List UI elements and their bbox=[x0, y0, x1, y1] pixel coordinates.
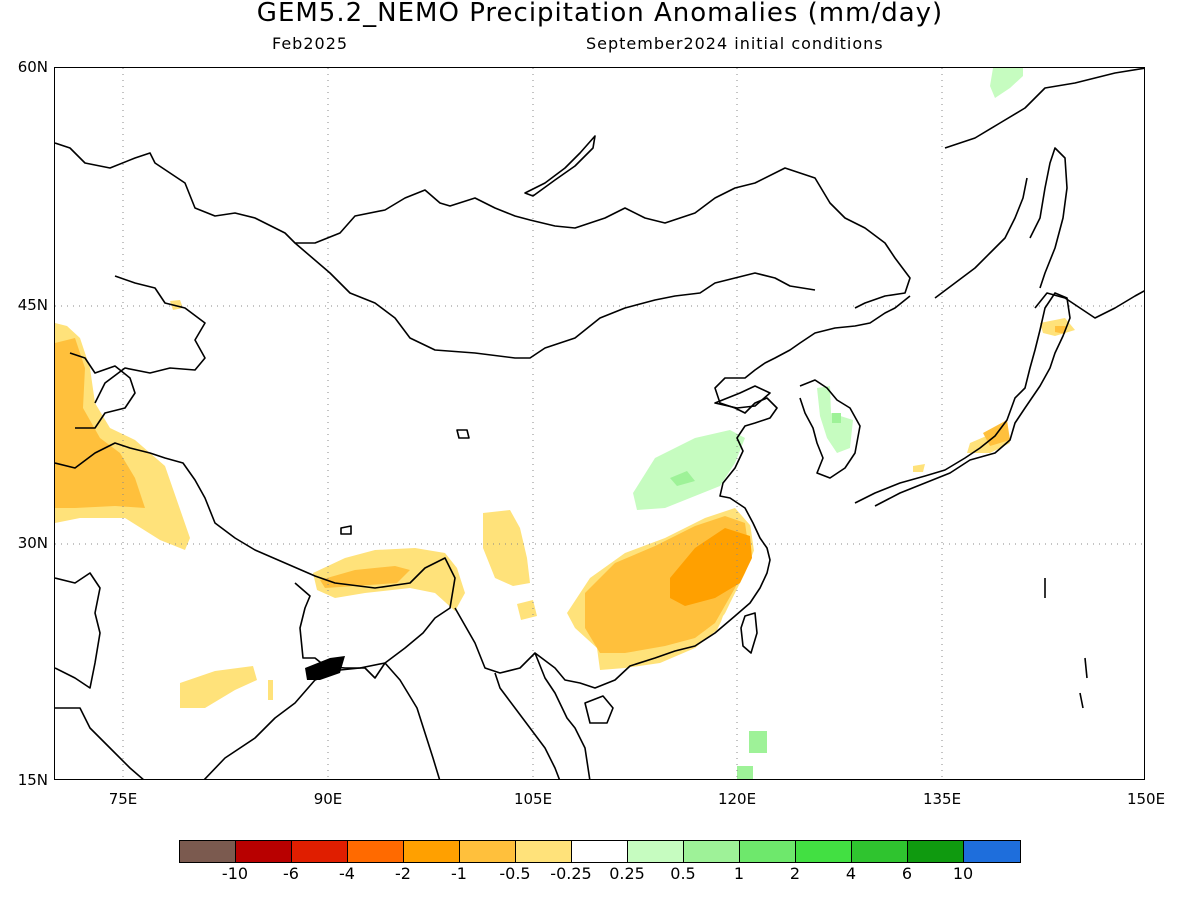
anomaly-wet-medium bbox=[670, 413, 841, 779]
colorbar-tick-label: 2 bbox=[789, 864, 801, 883]
colorbar-tick-label: -2 bbox=[395, 864, 411, 883]
colorbar-swatch bbox=[628, 841, 684, 862]
initial-conditions-label: September2024 initial conditions bbox=[586, 34, 884, 53]
colorbar-swatch bbox=[236, 841, 292, 862]
colorbar-tick-label: 4 bbox=[845, 864, 857, 883]
lat-label-30n: 30N bbox=[17, 534, 48, 552]
colorbar-tick-label: -10 bbox=[221, 864, 249, 883]
lon-label-105e: 105E bbox=[513, 790, 553, 808]
lon-label-120e: 120E bbox=[717, 790, 757, 808]
colorbar-tick-label: -1 bbox=[451, 864, 467, 883]
colorbar-swatch bbox=[908, 841, 964, 862]
colorbar-swatch bbox=[740, 841, 796, 862]
colorbar-swatch bbox=[180, 841, 236, 862]
colorbar-tick-label: -6 bbox=[283, 864, 299, 883]
coastal-mask bbox=[717, 523, 775, 633]
lon-label-150e: 150E bbox=[1126, 790, 1166, 808]
colorbar-tick-label: 0.25 bbox=[609, 864, 645, 883]
colorbar-swatch bbox=[292, 841, 348, 862]
colorbar-swatch bbox=[852, 841, 908, 862]
colorbar-tick-label: -4 bbox=[339, 864, 355, 883]
colorbar-swatch bbox=[572, 841, 628, 862]
colorbar-swatch bbox=[460, 841, 516, 862]
colorbar-tick-label: 0.5 bbox=[670, 864, 696, 883]
lat-label-15n: 15N bbox=[17, 771, 48, 789]
colorbar-swatch bbox=[348, 841, 404, 862]
forecast-month: Feb2025 bbox=[272, 34, 349, 53]
colorbar-tick-label: 10 bbox=[952, 864, 974, 883]
colorbar-swatch bbox=[684, 841, 740, 862]
coastlines-borders bbox=[55, 68, 1144, 779]
colorbar-swatch bbox=[964, 841, 1020, 862]
lat-label-45n: 45N bbox=[17, 296, 48, 314]
colorbar-tick-label: -0.5 bbox=[499, 864, 531, 883]
colorbar-swatch bbox=[516, 841, 572, 862]
lon-label-135e: 135E bbox=[922, 790, 962, 808]
map-title: GEM5.2_NEMO Precipitation Anomalies (mm/… bbox=[256, 0, 944, 28]
map-canvas bbox=[55, 68, 1144, 779]
lon-label-75e: 75E bbox=[108, 790, 138, 808]
lon-label-90e: 90E bbox=[313, 790, 343, 808]
colorbar-tick-label: 6 bbox=[901, 864, 913, 883]
colorbar-swatch bbox=[404, 841, 460, 862]
precipitation-map bbox=[54, 67, 1145, 780]
colorbar-tick-label: -0.25 bbox=[550, 864, 592, 883]
colorbar-tick-label: 1 bbox=[733, 864, 745, 883]
colorbar-legend bbox=[179, 840, 1021, 863]
anomaly-dry-strong bbox=[670, 528, 752, 606]
anomaly-dry-medium bbox=[55, 326, 1067, 653]
anomaly-wet-light bbox=[633, 68, 1023, 510]
lat-label-60n: 60N bbox=[17, 58, 48, 76]
colorbar-swatch bbox=[796, 841, 852, 862]
delta-coastline bbox=[305, 656, 345, 680]
